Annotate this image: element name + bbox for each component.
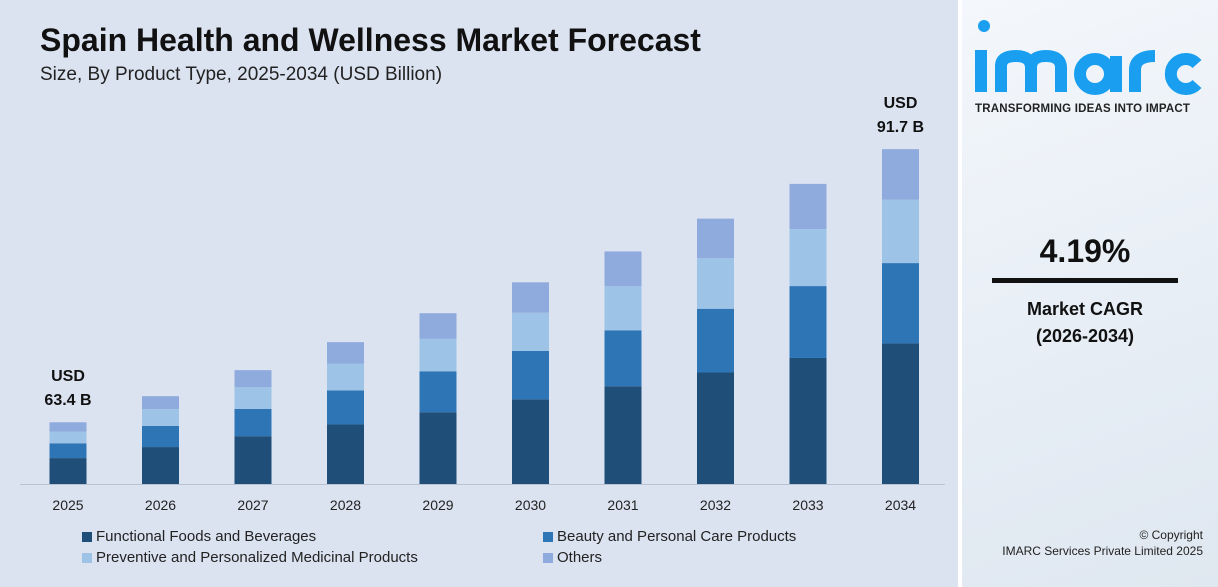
copyright-company: IMARC Services Private Limited 2025 [1002,544,1203,558]
bar-segment [49,422,87,432]
bar-segment [789,229,827,287]
cagr-value: 4.19% [1039,233,1131,269]
data-label: USD [884,95,918,112]
bar-segment [142,447,179,484]
bar-segment [142,396,179,410]
x-tick-label: 2034 [885,497,916,513]
bar-segment [327,363,364,391]
legend-item: Beauty and Personal Care Products [543,528,796,546]
x-tick-label: 2032 [700,497,731,513]
bar-segment [697,308,734,373]
bar-segment [142,409,179,426]
legend-label: Preventive and Personalized Medicinal Pr… [96,549,418,566]
bar-segment [882,343,919,484]
bar-segment [882,263,919,344]
divider [992,278,1178,283]
bar-segment [49,443,87,459]
x-tick-label: 2029 [422,497,453,513]
bar-segment [604,330,642,387]
cagr-period: (2026-2034) [1035,326,1135,346]
data-label: 63.4 B [44,392,91,409]
x-tick-label: 2033 [792,497,823,513]
legend-swatch [82,553,92,563]
cagr-label: Market CAGR (2026-2034) [992,296,1178,350]
bar-segment [882,199,919,264]
bar-segment [142,425,179,448]
x-tick-label: 2025 [52,497,83,513]
data-label: 91.7 B [877,119,924,136]
bar-chart: 2025 USD 63.4 B 2026 2027 2028 2029 2030 2031 203… [20,95,945,513]
chart-title: Spain Health and Wellness Market Forecas… [40,22,701,58]
x-tick-label: 2026 [145,497,176,513]
legend-item: Others [543,549,602,567]
bar-segment [512,282,549,313]
bar-segment [327,342,364,364]
x-tick-label: 2027 [237,497,268,513]
bar-segment [697,372,734,484]
bar-segment [882,149,919,200]
bar-segment [789,286,827,358]
bar-segment [697,218,734,259]
legend-swatch [82,532,92,542]
bar-segment [512,399,549,484]
bar-segment [419,313,457,339]
copyright-line: © Copyright [1139,528,1203,542]
bar-segment [604,286,642,331]
chart-panel: Spain Health and Wellness Market Forecas… [0,0,958,587]
bar-segment [789,183,827,230]
cagr-label-text: Market CAGR [1026,299,1144,319]
bar-segment [512,350,549,400]
legend-label: Beauty and Personal Care Products [557,528,797,545]
side-panel [962,0,1218,587]
brand-tagline: TRANSFORMING IDEAS INTO IMPACT [975,103,1191,115]
legend-item: Functional Foods and Beverages [82,528,316,546]
bar-segment [419,371,457,413]
bar-segment [789,357,827,484]
bar-segment [327,424,364,484]
chart-subtitle: Size, By Product Type, 2025-2034 (USD Bi… [40,64,443,85]
legend-swatch [543,553,553,563]
bar-segment [419,412,457,484]
x-tick-label: 2030 [515,497,546,513]
legend-label: Others [557,549,603,566]
legend-label: Functional Foods and Beverages [96,528,317,545]
copyright: © Copyright IMARC Services Private Limite… [975,527,1203,559]
bar-segment [512,312,549,351]
x-tick-label: 2028 [330,497,361,513]
bar-segment [234,387,272,409]
bar-segment [697,258,734,309]
bar-segment [49,431,87,444]
imarc-logo [975,20,1202,95]
bar-segment [604,251,642,287]
bar-segment [49,458,87,484]
bar-segment [419,338,457,372]
bar-segment [604,386,642,484]
x-tick-label: 2031 [607,497,638,513]
legend-item: Preventive and Personalized Medicinal Pr… [82,549,418,567]
bar-segment [234,408,272,437]
bar-segment [234,370,272,388]
bar-segment [327,390,364,425]
bar-segment [234,436,272,484]
data-label: USD [51,368,85,385]
legend-swatch [543,532,553,542]
